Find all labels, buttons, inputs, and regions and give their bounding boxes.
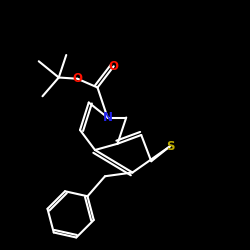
Text: O: O: [72, 72, 83, 85]
Text: S: S: [166, 140, 174, 153]
Text: O: O: [109, 60, 119, 73]
Text: N: N: [102, 111, 113, 124]
